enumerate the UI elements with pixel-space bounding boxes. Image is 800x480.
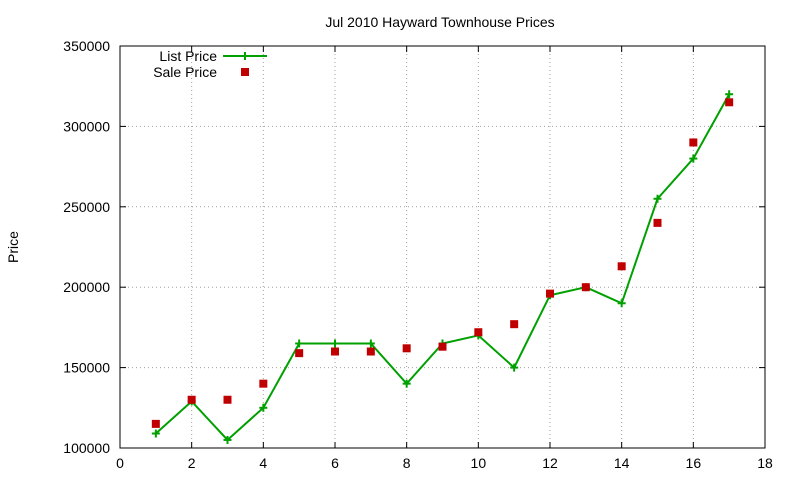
legend-label-list-price: List Price [159, 48, 217, 64]
list-price-point [151, 429, 160, 438]
list-price-point [402, 379, 411, 388]
series-sale-price [151, 98, 734, 428]
sale-price-point [402, 344, 411, 353]
list-price-point [331, 339, 339, 348]
list-price-point [510, 363, 519, 372]
sale-price-point [295, 349, 304, 358]
x-tick-label: 6 [331, 455, 339, 471]
x-tick-label: 0 [116, 455, 124, 471]
y-axis-label: Price [5, 231, 21, 263]
list-price-point [366, 339, 375, 348]
list-price-point [617, 299, 626, 308]
y-tick-label: 150000 [63, 360, 110, 376]
sale-price-point [653, 218, 662, 227]
y-tick-label: 350000 [63, 38, 110, 54]
sale-price-point [259, 379, 268, 388]
list-price-point [725, 90, 734, 99]
sale-price-point [617, 262, 626, 271]
x-tick-label: 10 [471, 455, 487, 471]
list-price-point [653, 194, 662, 203]
sale-price-point [689, 138, 698, 147]
list-price-line [155, 93, 731, 442]
series-list-price [151, 90, 734, 444]
sale-price-point [474, 328, 483, 337]
sale-price-point [366, 347, 375, 356]
sale-price-point [331, 347, 339, 356]
y-tick-label: 200000 [63, 279, 110, 295]
series-layer [151, 90, 734, 444]
list-price-point [259, 403, 268, 412]
x-tick-label: 8 [403, 455, 411, 471]
x-tick-label: 16 [686, 455, 702, 471]
ticks-layer: 0 2 4 6 8 10 12 14 16 18 100000 150000 200000 250000 3… [63, 38, 773, 471]
sale-price-point [510, 320, 519, 329]
y-tick-label: 300000 [63, 118, 110, 134]
grid-layer [120, 46, 765, 448]
sale-price-point [223, 395, 232, 404]
list-price-point [223, 435, 232, 444]
x-tick-label: 12 [542, 455, 558, 471]
x-tick-label: 14 [614, 455, 630, 471]
sale-price-point [438, 342, 447, 351]
y-tick-label: 100000 [63, 440, 110, 456]
list-price-point [295, 339, 304, 348]
legend-marker-list-price [241, 52, 249, 60]
sale-price-point [151, 419, 160, 428]
x-tick-label: 18 [757, 455, 773, 471]
chart-title: Jul 2010 Hayward Townhouse Prices [325, 14, 554, 30]
y-tick-label: 250000 [63, 199, 110, 215]
sale-price-point [725, 98, 734, 107]
plot-frame [119, 45, 766, 449]
sale-price-point [546, 289, 554, 298]
legend-marker-sale-price [241, 68, 249, 76]
sale-price-point [581, 283, 590, 292]
x-tick-label: 4 [259, 455, 267, 471]
list-price-point [689, 154, 698, 163]
sale-price-point [187, 395, 196, 404]
x-tick-label: 2 [188, 455, 196, 471]
legend-label-sale-price: Sale Price [153, 64, 217, 80]
